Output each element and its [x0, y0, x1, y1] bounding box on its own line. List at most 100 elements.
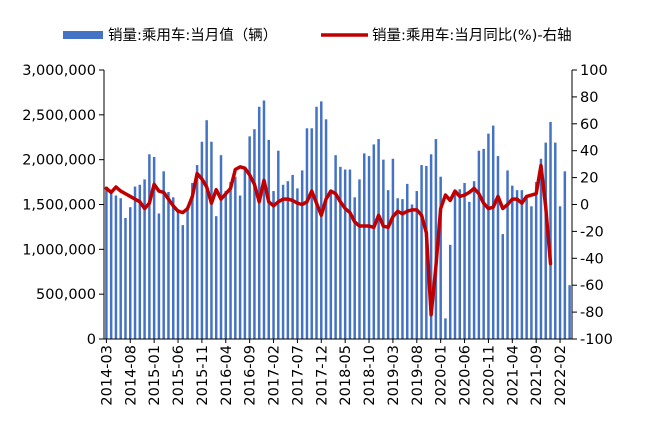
bar	[172, 197, 175, 339]
x-axis-tick-labels: 2014-03 2014-08 2015-01 2015-06 2015-11 2016-…	[99, 339, 569, 406]
bar	[133, 186, 137, 339]
bar	[496, 156, 500, 339]
x-tick-label: 2020-01	[434, 345, 450, 406]
bar	[343, 169, 347, 339]
bar	[453, 193, 457, 339]
bar	[549, 122, 552, 339]
bar	[530, 206, 533, 339]
bar	[124, 217, 127, 339]
bar	[243, 167, 247, 339]
bar	[501, 234, 504, 339]
right-axis-tick-labels: 100 80 60 40 20 0 -20 -40 -60 -80 -100	[572, 63, 613, 348]
bar	[463, 182, 466, 339]
bar	[277, 150, 280, 339]
yoy-line	[104, 163, 553, 317]
bar	[410, 204, 414, 339]
bar	[511, 185, 514, 339]
left-tick-label: 2,000,000	[22, 153, 96, 169]
bar	[563, 171, 567, 339]
bar	[472, 181, 476, 339]
x-tick-label: 2014-08	[123, 345, 139, 406]
bar	[525, 198, 528, 339]
bar	[554, 142, 557, 339]
bar	[315, 106, 318, 339]
bar	[152, 156, 156, 339]
bar	[205, 120, 208, 340]
x-tick-label: 2015-11	[195, 345, 211, 406]
bar	[214, 216, 218, 339]
bar	[339, 166, 342, 339]
bar	[444, 318, 447, 339]
bar	[386, 190, 390, 339]
bar	[363, 153, 366, 339]
bar	[367, 156, 371, 339]
bar	[477, 150, 481, 339]
bar	[238, 195, 242, 339]
bar	[305, 128, 309, 339]
bar	[105, 186, 108, 339]
bar	[520, 190, 524, 339]
right-tick-label: 0	[580, 198, 589, 214]
bar	[491, 125, 495, 339]
x-tick-label: 2020-06	[458, 345, 474, 406]
bar	[415, 191, 419, 339]
bar	[382, 159, 385, 339]
x-tick-label: 2015-06	[171, 345, 187, 406]
x-tick-label: 2019-08	[410, 345, 426, 406]
bar	[210, 141, 213, 339]
legend-bar-label: 销量:乘用车:当月值（辆）	[108, 27, 277, 44]
left-axis-tick-labels: 3,000,000 2,500,000 2,000,000 1,500,000 1,00…	[22, 63, 104, 348]
bar	[482, 148, 485, 339]
x-tick-label: 2021-09	[529, 345, 545, 406]
right-tick-label: -60	[580, 278, 604, 294]
bar	[286, 181, 290, 339]
bar	[248, 136, 251, 339]
bar	[200, 141, 204, 339]
bar	[372, 144, 376, 339]
bar	[434, 139, 438, 339]
bar	[129, 207, 132, 339]
x-tick-label: 2019-03	[386, 345, 402, 406]
right-tick-label: -40	[580, 251, 604, 267]
bar	[429, 154, 433, 339]
x-tick-label: 2018-10	[362, 345, 378, 406]
right-tick-label: 100	[580, 63, 608, 79]
right-tick-label: 80	[580, 90, 598, 106]
bar	[167, 191, 170, 339]
bar	[272, 191, 275, 339]
bar	[234, 176, 237, 339]
x-tick-label: 2017-07	[290, 345, 306, 406]
bar	[401, 199, 404, 339]
bar	[534, 182, 538, 339]
bar	[458, 189, 462, 339]
bar	[448, 244, 452, 339]
bar	[420, 165, 423, 339]
x-tick-label: 2016-09	[243, 345, 259, 406]
left-tick-label: 1,500,000	[22, 198, 96, 214]
right-tick-label: -80	[580, 305, 604, 321]
bar	[324, 119, 328, 339]
x-tick-label: 2021-04	[505, 345, 521, 406]
bar	[334, 155, 337, 339]
bar	[406, 183, 409, 339]
bar	[157, 213, 161, 339]
bar	[162, 171, 165, 339]
right-tick-label: -20	[580, 224, 604, 240]
right-tick-label: 40	[580, 144, 598, 160]
legend-line-label: 销量:乘用车:当月同比(%)-右轴	[372, 27, 572, 44]
bar	[291, 174, 294, 339]
legend: 销量:乘用车:当月值（辆） 销量:乘用车:当月同比(%)-右轴	[63, 27, 572, 44]
bar	[281, 184, 285, 339]
bar	[558, 206, 562, 339]
x-tick-label: 2020-11	[481, 345, 497, 406]
bar	[119, 198, 122, 339]
x-tick-label: 2014-03	[99, 345, 115, 406]
bar	[262, 100, 266, 340]
bar	[439, 176, 442, 339]
x-tick-label: 2022-02	[553, 345, 569, 406]
x-tick-label: 2017-12	[314, 345, 330, 406]
left-tick-label: 500,000	[36, 287, 96, 303]
bar	[191, 182, 194, 339]
line-series	[104, 163, 553, 317]
left-tick-label: 2,500,000	[22, 108, 96, 124]
